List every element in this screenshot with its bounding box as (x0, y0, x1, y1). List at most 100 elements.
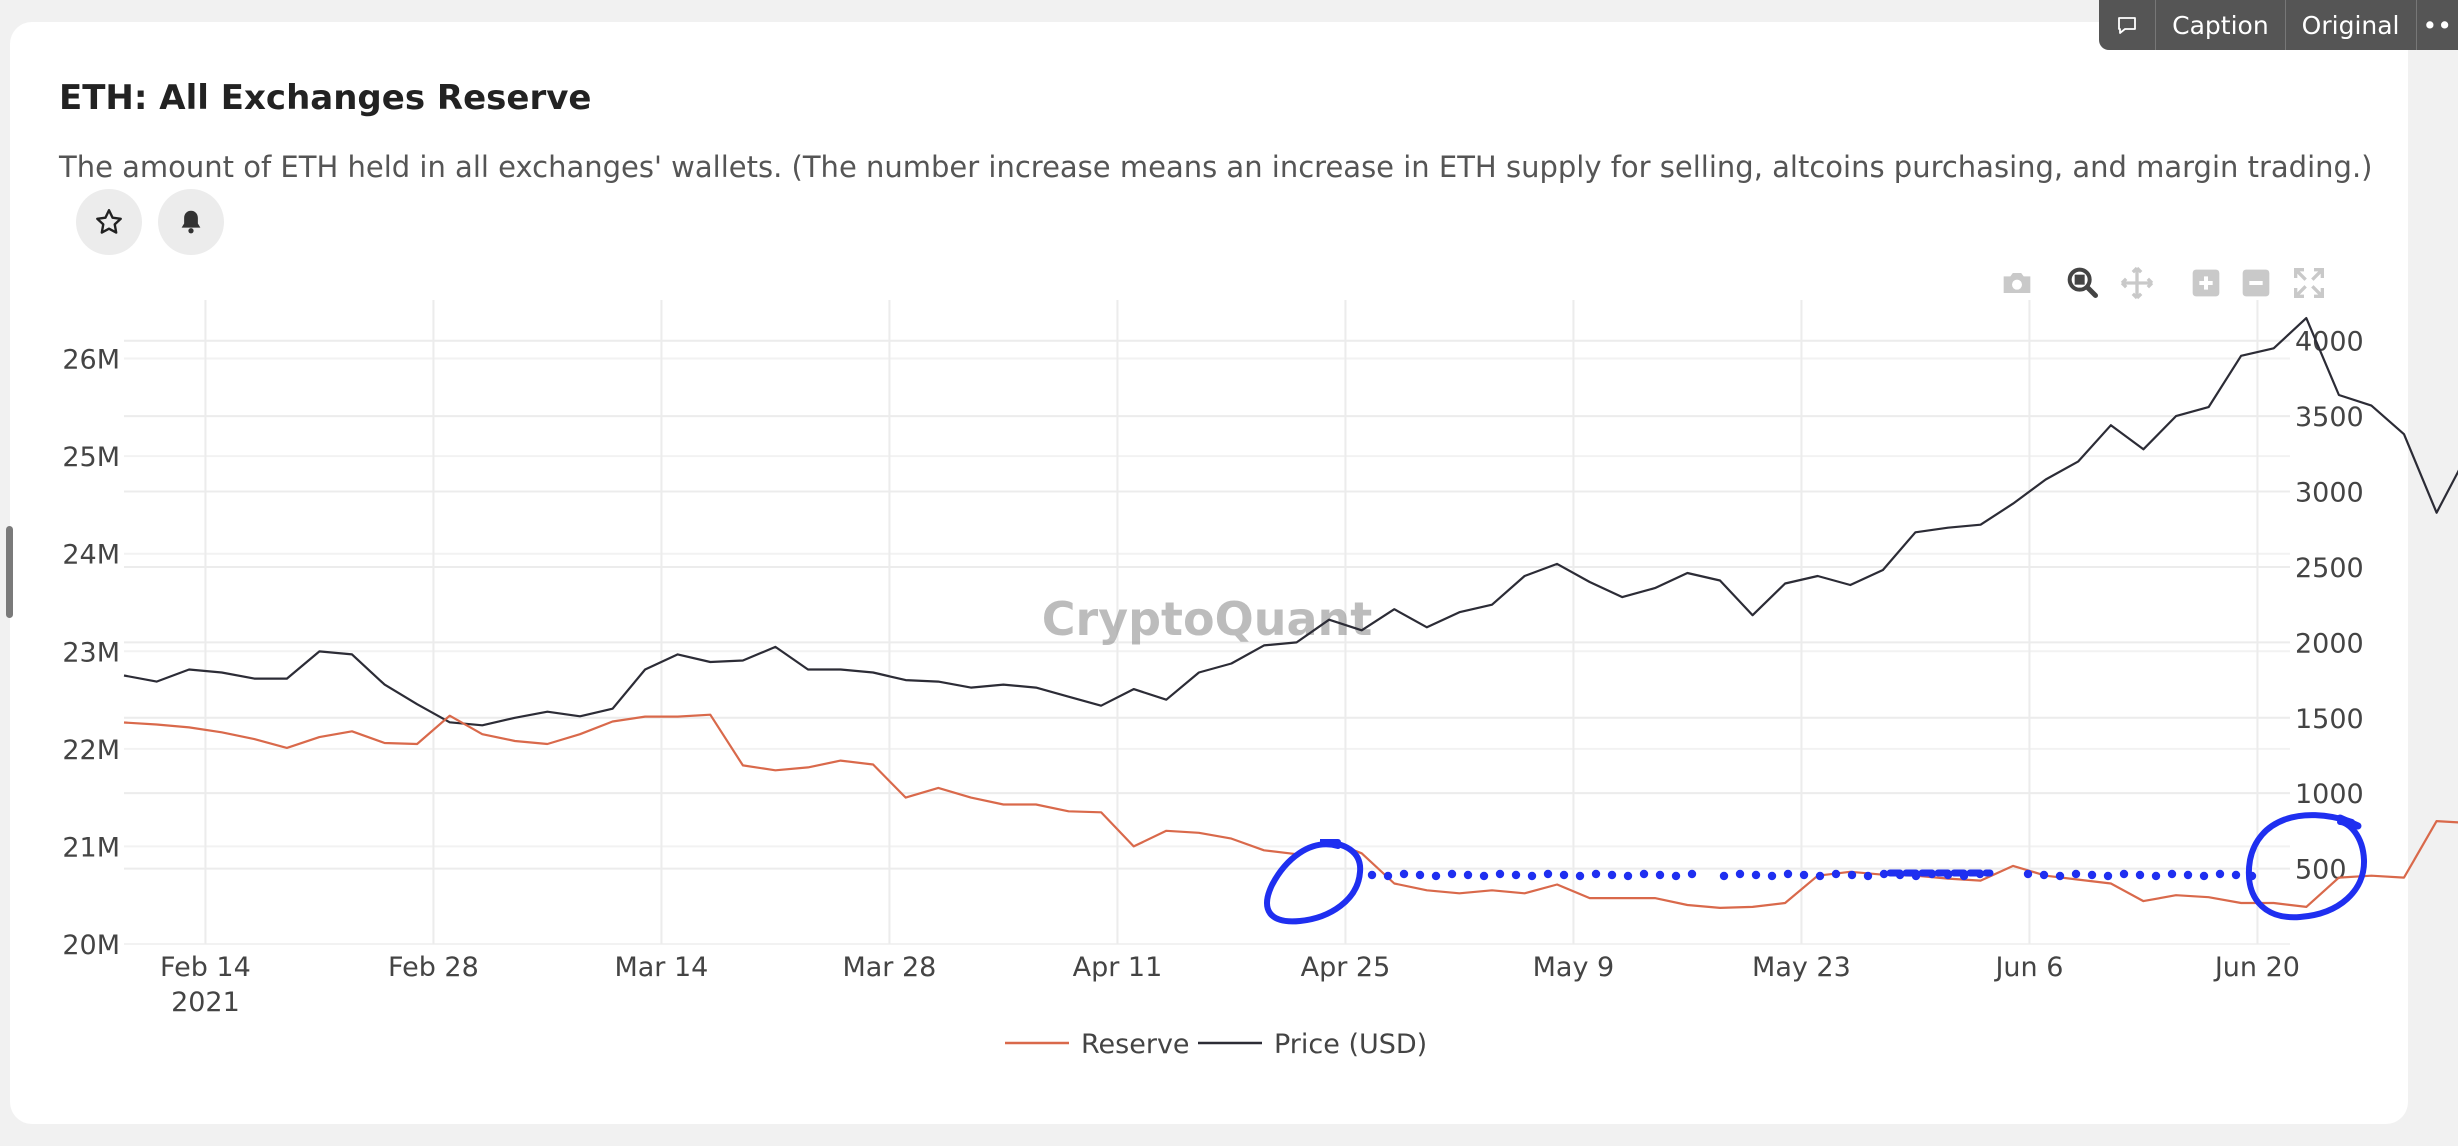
x-tick-label: Apr 25 (1301, 952, 1391, 983)
annotation-dot (2103, 871, 2113, 881)
alert-button[interactable] (158, 189, 224, 255)
minus-icon (2242, 269, 2270, 297)
annotation-dot (2247, 871, 2257, 881)
y-right-tick-label: 3500 (2295, 402, 2364, 433)
annotation-dot (2183, 870, 2193, 880)
legend-label: Price (USD) (1274, 1029, 1427, 1060)
more-button[interactable]: •• (2415, 0, 2458, 50)
annotation-dot (1831, 869, 1841, 879)
y-left-tick-label: 22M (62, 735, 120, 766)
annotation-dot (2087, 870, 2097, 880)
y-right-tick-label: 4000 (2295, 327, 2364, 358)
watermark: CryptoQuant (1042, 592, 1373, 646)
annotation-dot (1527, 871, 1537, 881)
y-right-tick-label: 500 (2295, 855, 2347, 886)
chart-card (10, 22, 2408, 1124)
annotation-dot (2215, 869, 2225, 879)
annotation-mark (2336, 814, 2362, 830)
annotation-dot (1751, 870, 1761, 880)
annotation-dot (1639, 869, 1649, 879)
comment-button[interactable] (2099, 0, 2155, 50)
price-line (123, 317, 2458, 727)
annotation-dot (1767, 871, 1777, 881)
annotation-dot (1607, 870, 1617, 880)
y-right-tick-label: 1500 (2295, 704, 2364, 735)
x-tick-label: Mar 14 (614, 952, 708, 983)
annotation-dot (1879, 869, 1889, 879)
x-tick-label: Apr 11 (1073, 952, 1163, 983)
y-right-tick-label: 2000 (2295, 628, 2364, 659)
annotation-dot (2151, 871, 2161, 881)
camera-icon (2003, 273, 2031, 293)
autoscale-icon (2294, 268, 2324, 298)
annotation-dot (1559, 870, 1569, 880)
annotation-dot (1367, 870, 1377, 880)
x-tick-label: Jun 20 (2213, 952, 2300, 983)
scroll-handle[interactable] (6, 526, 13, 618)
annotation-dot (1511, 870, 1521, 880)
annotation-dot (1447, 869, 1457, 879)
series (123, 317, 2458, 910)
zoom-in-button[interactable] (2186, 263, 2226, 303)
pan-icon (2120, 266, 2154, 300)
annotation-dot (1655, 870, 1665, 880)
y-right-tick-label: 3000 (2295, 478, 2364, 509)
y-left-tick-label: 24M (62, 540, 120, 571)
annotation-dot (1383, 871, 1393, 881)
chart-description: The amount of ETH held in all exchanges'… (59, 150, 2373, 184)
y-left-tick-label: 23M (62, 637, 120, 668)
favorite-button[interactable] (76, 189, 142, 255)
annotation-dot (1799, 870, 1809, 880)
autoscale-button[interactable] (2289, 263, 2329, 303)
grid (124, 300, 2290, 945)
annotation-dot (1495, 869, 1505, 879)
caption-button[interactable]: Caption (2155, 0, 2285, 50)
annotation-dot (1591, 869, 1601, 879)
zoom-out-button[interactable] (2236, 263, 2276, 303)
original-button[interactable]: Original (2284, 0, 2416, 50)
annotation-dot (1399, 869, 1409, 879)
annotation-dot (1623, 871, 1633, 881)
annotation-dot (1719, 871, 1729, 881)
star-icon (96, 209, 122, 234)
annotation-dot (2055, 871, 2065, 881)
annotation-dot (1543, 869, 1553, 879)
annotation-dot (1687, 869, 1697, 879)
reserve-line (123, 713, 2458, 910)
annotation-dot (1735, 869, 1745, 879)
annotation-dot (2231, 870, 2241, 880)
annotation-dot (1847, 870, 1857, 880)
x-tick-label: Feb 28 (388, 952, 479, 983)
camera-button[interactable] (1997, 263, 2037, 303)
x-tick-label: Jun 6 (1993, 952, 2063, 983)
annotation-dot (2199, 871, 2209, 881)
annotations (1264, 812, 2368, 925)
annotation-dot (2135, 870, 2145, 880)
y-left-tick-label: 25M (62, 442, 120, 473)
annotation-dot (1415, 870, 1425, 880)
annotation-dot (1783, 869, 1793, 879)
annotation-dot (1815, 871, 1825, 881)
annotation-dot (1575, 871, 1585, 881)
zoom-button[interactable] (2063, 263, 2103, 303)
annotation-dot (2023, 869, 2033, 879)
annotation-circle (2245, 812, 2368, 921)
axes: Feb 14 2021 Feb 28 Mar 14 Mar 28 Apr 11 Apr 25… (62, 327, 2363, 1018)
y-left-tick-label: 26M (62, 345, 120, 376)
page-title: ETH: All Exchanges Reserve (59, 78, 592, 118)
x-tick-sublabel: 2021 (171, 987, 240, 1018)
plus-icon (2192, 269, 2220, 297)
annotation-dot (1431, 871, 1441, 881)
y-left-tick-label: 20M (62, 930, 120, 961)
x-tick-label: May 23 (1752, 952, 1851, 983)
annotation-dot (2119, 869, 2129, 879)
legend: Reserve Price (USD) (1005, 1029, 1427, 1060)
legend-label: Reserve (1081, 1029, 1190, 1060)
x-tick-label: Mar 28 (842, 952, 936, 983)
annotation-dot (1671, 871, 1681, 881)
annotation-dot (1463, 870, 1473, 880)
annotation-dot (2039, 870, 2049, 880)
annotation-dot (1479, 871, 1489, 881)
pan-button[interactable] (2117, 263, 2157, 303)
annotation-dot (1863, 871, 1873, 881)
